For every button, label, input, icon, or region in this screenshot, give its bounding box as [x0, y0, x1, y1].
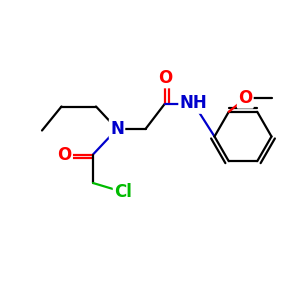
- Text: O: O: [238, 89, 252, 107]
- Text: O: O: [57, 146, 72, 164]
- Text: O: O: [158, 69, 172, 87]
- Text: N: N: [110, 120, 124, 138]
- Text: NH: NH: [180, 94, 207, 112]
- Text: Cl: Cl: [114, 183, 132, 201]
